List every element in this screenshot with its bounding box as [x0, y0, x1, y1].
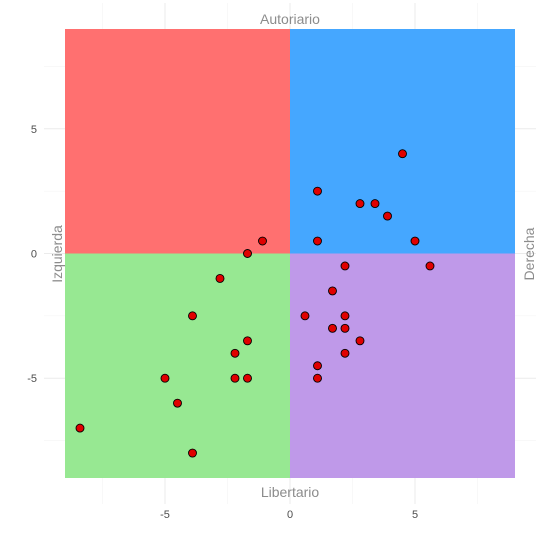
data-point	[313, 236, 322, 246]
quadrant-label-top: Autoriario	[260, 11, 320, 27]
quadrant-bottom-right	[290, 253, 515, 478]
data-point	[355, 336, 365, 346]
data-point	[370, 199, 380, 209]
quadrant-top-right	[290, 29, 515, 254]
data-point	[160, 373, 170, 383]
x-tick-label: 5	[412, 509, 418, 521]
quadrant-top-left	[65, 29, 290, 254]
data-point	[398, 149, 407, 159]
y-tick-label: -5	[27, 373, 37, 385]
quadrant-backgrounds	[65, 29, 515, 478]
quadrant-bottom-left	[65, 253, 290, 478]
y-tick-label: 0	[31, 249, 37, 261]
data-point	[425, 261, 435, 271]
quadrant-label-bottom: Libertario	[261, 484, 320, 500]
data-point	[340, 261, 350, 271]
axis-ticks: -5 0 5 -5 0 5	[27, 124, 418, 521]
data-point	[215, 273, 225, 283]
quadrant-label-right: Derecha	[521, 227, 537, 280]
data-point	[313, 373, 322, 383]
y-tick-label: 5	[31, 124, 37, 136]
data-point	[188, 448, 197, 458]
data-point	[243, 249, 252, 258]
data-point	[340, 323, 350, 333]
data-point	[313, 186, 322, 196]
data-point	[355, 199, 365, 209]
data-point	[243, 336, 252, 346]
data-point	[230, 348, 240, 358]
data-point	[340, 348, 350, 358]
data-points	[75, 149, 435, 458]
data-point	[328, 286, 337, 296]
data-point	[173, 398, 182, 408]
data-point	[328, 323, 337, 333]
data-point	[410, 236, 420, 246]
data-point	[340, 311, 350, 321]
data-point	[188, 311, 197, 321]
data-point	[300, 311, 310, 321]
data-point	[75, 423, 85, 433]
data-point	[383, 211, 392, 221]
quadrant-label-left: Izquierda	[49, 225, 65, 283]
x-tick-label: 0	[287, 509, 293, 521]
data-point	[313, 361, 322, 371]
data-point	[258, 236, 267, 246]
data-point	[230, 373, 240, 383]
data-point	[243, 373, 252, 383]
x-tick-label: -5	[160, 509, 170, 521]
